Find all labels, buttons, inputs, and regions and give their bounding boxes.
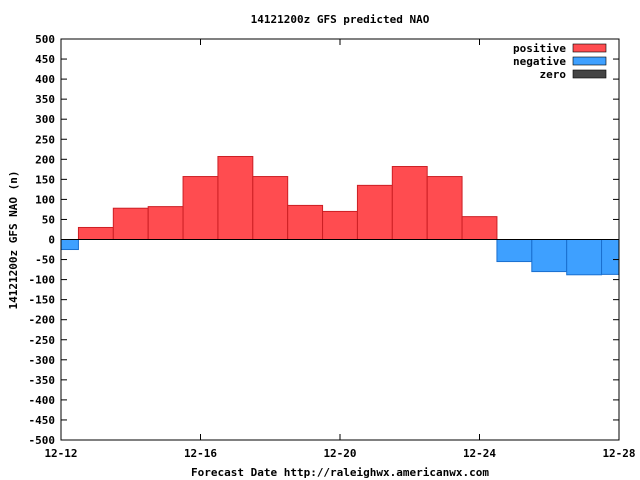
y-tick-label: 50 — [42, 213, 55, 226]
y-tick-label: 450 — [35, 53, 55, 66]
legend-swatch-zero — [572, 69, 607, 79]
y-tick-label: 200 — [35, 153, 55, 166]
y-tick-label: -500 — [29, 434, 56, 447]
bar-1 — [77, 226, 114, 241]
y-tick-label: -50 — [35, 254, 55, 267]
bar-5 — [217, 155, 254, 240]
bar-2 — [112, 207, 149, 240]
bar-7 — [287, 204, 324, 240]
y-tick-label: -200 — [29, 314, 56, 327]
y-tick-label: 300 — [35, 113, 55, 126]
y-tick-label: 150 — [35, 173, 55, 186]
bar-15 — [566, 239, 603, 276]
y-tick-label: 100 — [35, 193, 55, 206]
y-tick-label: -250 — [29, 334, 56, 347]
x-tick-label: 12-28 — [602, 447, 635, 460]
x-tick-label: 12-24 — [463, 447, 496, 460]
legend-label-zero: zero — [540, 68, 567, 81]
bar-16 — [601, 239, 620, 275]
x-tick-label: 12-12 — [44, 447, 77, 460]
bar-11 — [426, 176, 463, 240]
y-tick-label: -300 — [29, 354, 56, 367]
y-tick-label: 250 — [35, 133, 55, 146]
bar-4 — [182, 176, 219, 240]
y-tick-label: 500 — [35, 33, 55, 46]
bar-0 — [60, 239, 79, 251]
bars-layer — [60, 155, 620, 276]
chart-title: 14121200z GFS predicted NAO — [251, 13, 430, 26]
legend-swatch-negative — [572, 56, 607, 66]
y-axis-label: 14121200z GFS NAO (n) — [7, 170, 20, 309]
legend-swatch-positive — [572, 43, 607, 53]
y-tick-label: -350 — [29, 374, 56, 387]
legend-label-negative: negative — [513, 55, 566, 68]
ticks-layer: 500450400350300250200150100500-50-100-15… — [29, 33, 636, 460]
y-tick-label: -150 — [29, 294, 56, 307]
bar-10 — [391, 166, 428, 241]
bar-3 — [147, 206, 184, 240]
bar-14 — [531, 239, 568, 273]
x-tick-label: 12-20 — [323, 447, 356, 460]
y-tick-label: 400 — [35, 73, 55, 86]
bar-13 — [496, 239, 533, 263]
y-tick-label: 350 — [35, 93, 55, 106]
y-tick-label: 0 — [48, 234, 55, 247]
bar-12 — [461, 216, 498, 241]
legend-label-positive: positive — [513, 42, 566, 55]
y-tick-label: -400 — [29, 394, 56, 407]
x-axis-label: Forecast Date http://raleighwx.americanw… — [191, 466, 489, 479]
bar-9 — [356, 184, 393, 241]
y-tick-label: -100 — [29, 274, 56, 287]
x-tick-label: 12-16 — [184, 447, 217, 460]
bar-8 — [322, 210, 358, 240]
y-tick-label: -450 — [29, 414, 56, 427]
bar-6 — [252, 176, 289, 240]
